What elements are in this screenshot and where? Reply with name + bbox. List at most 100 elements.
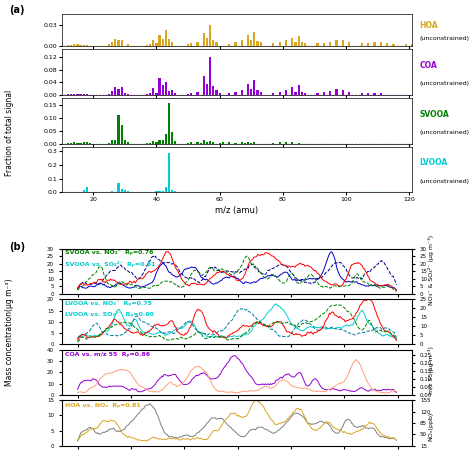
- Bar: [219, 143, 221, 144]
- Bar: [279, 43, 281, 46]
- Bar: [158, 36, 161, 46]
- Bar: [149, 44, 151, 46]
- Text: (unconstrained): (unconstrained): [419, 130, 469, 135]
- Text: (unconstrained): (unconstrained): [419, 179, 469, 183]
- Bar: [127, 44, 129, 46]
- Text: COA: COA: [419, 61, 437, 70]
- Bar: [155, 43, 157, 46]
- Bar: [285, 90, 287, 95]
- Bar: [260, 43, 262, 46]
- Bar: [108, 93, 110, 95]
- Bar: [405, 44, 407, 46]
- Bar: [285, 40, 287, 46]
- Bar: [348, 91, 350, 95]
- Bar: [234, 91, 237, 95]
- Bar: [127, 191, 129, 192]
- Bar: [244, 143, 246, 144]
- Bar: [67, 143, 69, 144]
- Bar: [272, 43, 274, 46]
- Bar: [203, 140, 205, 144]
- Bar: [86, 142, 88, 144]
- Text: LVOOA vs. SO₄²⁻  Rₚ=0.90: LVOOA vs. SO₄²⁻ Rₚ=0.90: [65, 311, 154, 318]
- Bar: [158, 78, 161, 95]
- Bar: [294, 43, 297, 46]
- Bar: [120, 189, 123, 192]
- Bar: [114, 191, 117, 192]
- Bar: [174, 93, 176, 95]
- Bar: [380, 43, 382, 46]
- Bar: [127, 93, 129, 95]
- Bar: [168, 91, 170, 95]
- Bar: [146, 45, 148, 46]
- Bar: [336, 89, 337, 95]
- Bar: [203, 76, 205, 95]
- Bar: [317, 92, 319, 95]
- Bar: [212, 40, 214, 46]
- Bar: [114, 140, 117, 144]
- Bar: [158, 191, 161, 192]
- Bar: [380, 93, 382, 95]
- Text: HOA vs. NOₓ  Rₚ=0.81: HOA vs. NOₓ Rₚ=0.81: [65, 402, 141, 408]
- Bar: [73, 142, 75, 144]
- Bar: [272, 93, 274, 95]
- Bar: [171, 91, 173, 95]
- Bar: [301, 91, 303, 95]
- Bar: [120, 40, 123, 46]
- Bar: [291, 87, 293, 95]
- Bar: [247, 84, 249, 95]
- Bar: [162, 191, 164, 192]
- Bar: [228, 93, 230, 95]
- Bar: [250, 143, 252, 144]
- Bar: [317, 43, 319, 46]
- Bar: [108, 44, 110, 46]
- Bar: [323, 43, 325, 46]
- Bar: [215, 43, 218, 46]
- Bar: [190, 43, 192, 46]
- Bar: [168, 39, 170, 46]
- Bar: [174, 191, 176, 192]
- Text: SVOOA vs. NO₃⁻  Rₚ=0.76: SVOOA vs. NO₃⁻ Rₚ=0.76: [65, 250, 154, 255]
- Bar: [168, 153, 170, 192]
- Bar: [80, 191, 82, 192]
- Text: NOₓ(ppb): NOₓ(ppb): [429, 412, 434, 441]
- Bar: [149, 93, 151, 95]
- Bar: [250, 89, 252, 95]
- Text: (b): (b): [9, 242, 25, 252]
- Text: SVOOA: SVOOA: [419, 109, 449, 118]
- Bar: [196, 43, 199, 46]
- Bar: [82, 190, 85, 192]
- Bar: [336, 40, 337, 46]
- Bar: [80, 45, 82, 46]
- Bar: [73, 93, 75, 95]
- Text: NO₃⁻ & SO₄²⁻ (μg m⁻³): NO₃⁻ & SO₄²⁻ (μg m⁻³): [428, 235, 434, 305]
- Bar: [209, 191, 211, 192]
- Bar: [174, 141, 176, 144]
- Bar: [171, 43, 173, 46]
- Bar: [89, 191, 91, 192]
- Bar: [114, 39, 117, 46]
- Bar: [124, 140, 126, 144]
- Bar: [152, 40, 155, 46]
- Bar: [146, 94, 148, 95]
- Bar: [187, 94, 189, 95]
- Bar: [187, 143, 189, 144]
- Bar: [206, 84, 208, 95]
- Bar: [253, 142, 255, 144]
- Bar: [342, 90, 344, 95]
- Bar: [222, 142, 224, 144]
- Bar: [162, 140, 164, 144]
- Bar: [272, 143, 274, 144]
- Bar: [329, 91, 331, 95]
- Bar: [203, 191, 205, 192]
- Bar: [374, 43, 375, 46]
- Bar: [155, 191, 157, 192]
- Bar: [171, 132, 173, 144]
- Bar: [367, 43, 369, 46]
- Bar: [67, 94, 69, 95]
- Bar: [165, 187, 167, 192]
- Bar: [348, 42, 350, 46]
- Bar: [228, 44, 230, 46]
- Bar: [392, 44, 394, 46]
- Text: LVOOA vs. NO₃⁻  Rₚ=0.75: LVOOA vs. NO₃⁻ Rₚ=0.75: [65, 301, 152, 306]
- Bar: [89, 143, 91, 144]
